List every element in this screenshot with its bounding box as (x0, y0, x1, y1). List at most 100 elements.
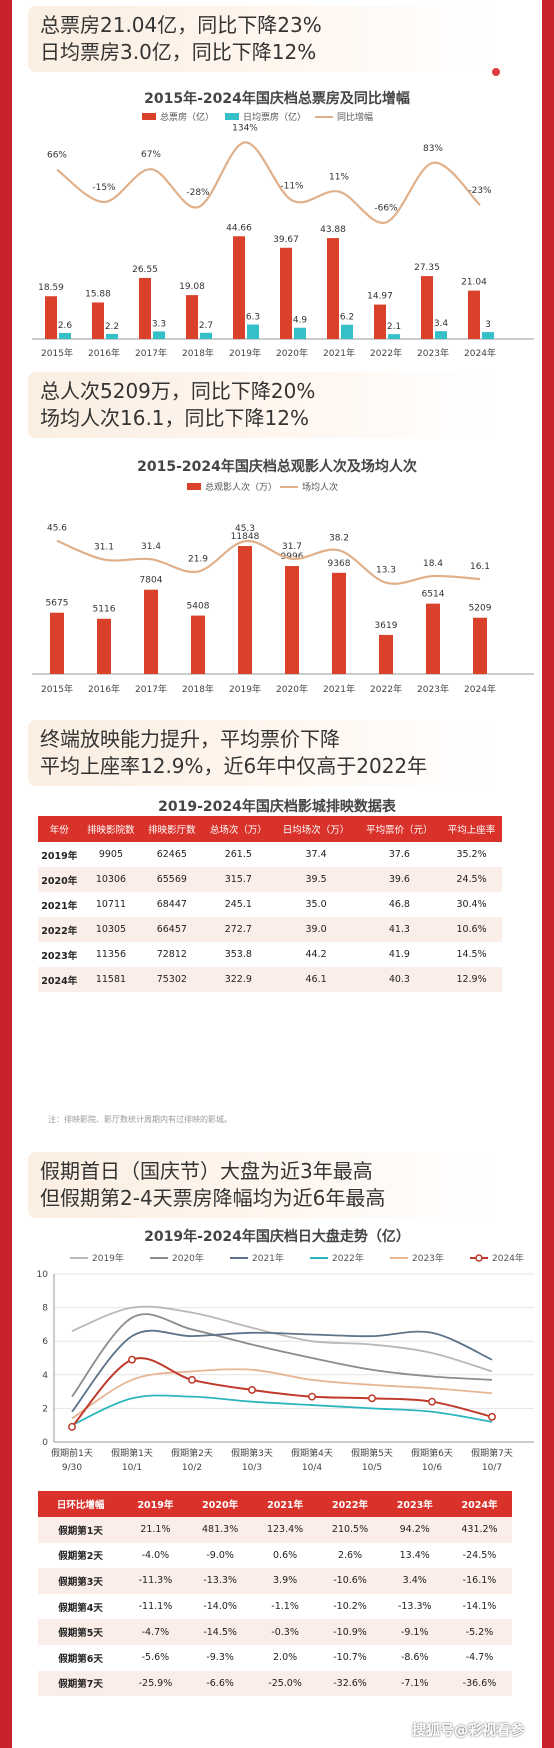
table-cell: -4.0% (141, 1549, 170, 1561)
x-tick-label: 2018年 (182, 347, 214, 359)
data-label-yoy: -23% (468, 186, 492, 196)
legend-label-series: 2024年 (492, 1252, 524, 1264)
table-cell: -6.6% (187, 1670, 253, 1697)
x-tick-date-label: 10/2 (182, 1463, 202, 1473)
table-cell: 13.4% (399, 1549, 430, 1561)
table-cell: 10711 (80, 892, 142, 917)
data-label-avg: 21.9 (188, 555, 208, 565)
table-note: 注：排映影院、影厅数统计周期内有过排映的影城。 (48, 1115, 232, 1124)
line-yoy (56, 141, 481, 224)
headline-line: 但假期第2-4天票房降幅均为近6年最高 (40, 1186, 386, 1210)
series-marker (368, 1394, 376, 1403)
table-cell: -9.0% (206, 1549, 234, 1561)
table-cell: 123.4% (252, 1517, 318, 1543)
table-cell: 94.2% (382, 1517, 447, 1543)
bar-daily (59, 333, 71, 339)
bar-daily (482, 332, 494, 339)
table-cell: 37.6 (357, 842, 442, 867)
x-tick-label: 假期前1天 (51, 1447, 93, 1459)
table-cell: 46.1 (274, 967, 358, 992)
x-tick-date-label: 10/1 (122, 1463, 142, 1473)
series-line (71, 1329, 493, 1413)
series-marker (428, 1397, 436, 1406)
left-red-frame (0, 0, 12, 1748)
table-title: 2019-2024年国庆档影城排映数据表 (158, 799, 396, 815)
table-cell: 2023年 (38, 942, 81, 967)
table-cell: 24.5% (441, 867, 502, 892)
x-tick-label: 假期第1天 (111, 1447, 153, 1459)
table-cell: -13.3% (187, 1568, 253, 1594)
x-tick-label: 2018年 (182, 683, 214, 695)
data-label-total: 19.08 (179, 282, 205, 292)
data-label-yoy: 83% (423, 144, 443, 154)
table-header-row: 年份 排映影院数 排映影厅数 总场次（万） 日均场次（万） 平均票价（元） 平均上座率 (38, 816, 502, 842)
data-label-daily: 6.3 (246, 313, 260, 323)
data-label-avg: 31.4 (141, 542, 161, 552)
table-cell: 9905 (80, 842, 142, 867)
table-header-cell: 排映影院数 (80, 816, 142, 842)
chart-title: 2015-2024年国庆档总观影人次及场均人次 (137, 459, 417, 475)
x-tick-label: 2016年 (88, 683, 120, 695)
x-tick-label: 假期第6天 (411, 1447, 453, 1459)
headline-line: 终端放映能力提升，平均票价下降 (40, 727, 340, 751)
table-cell: -25.0% (252, 1670, 318, 1697)
x-tick-date-label: 10/5 (362, 1463, 382, 1473)
y-tick-label: 10 (37, 1270, 49, 1280)
table-cell: 72812 (141, 942, 203, 967)
table-cell: 2.0% (273, 1652, 298, 1664)
x-tick-label: 2015年 (41, 683, 73, 695)
table-row: 假期第7天 -25.9% -6.6% -25.0% -32.6% -7.1% -36.6% (38, 1670, 512, 1697)
x-tick-label: 2020年 (276, 683, 308, 695)
bar-daily (200, 332, 212, 339)
table-cell: 21.1% (123, 1517, 188, 1543)
data-label-total: 21.04 (461, 278, 487, 288)
data-label-daily: 2.7 (199, 321, 213, 331)
table-header-cell: 平均上座率 (441, 816, 502, 842)
table-cell: 0.6% (273, 1549, 298, 1561)
bar-daily (388, 334, 400, 339)
bar-total (92, 302, 104, 339)
data-label-yoy: 67% (141, 150, 161, 160)
table-cell: -4.7% (123, 1619, 188, 1645)
table-cell: 3.4% (382, 1568, 447, 1594)
x-tick-label: 2017年 (135, 347, 167, 359)
data-label-daily: 2.1 (387, 322, 401, 332)
series-marker (308, 1392, 316, 1401)
line-avg-admissions (56, 539, 481, 585)
table-header-cell: 总场次（万） (202, 816, 275, 842)
bar-total (233, 236, 245, 339)
x-tick-label: 假期第7天 (471, 1447, 513, 1459)
bar-daily (341, 324, 353, 339)
data-label-avg: 31.7 (282, 542, 302, 552)
data-label-total: 27.35 (414, 263, 440, 273)
y-tick-label: 8 (42, 1304, 48, 1314)
data-label-avg: 18.4 (423, 559, 443, 569)
data-label-yoy: -28% (186, 188, 210, 198)
table-cell: -14.0% (203, 1601, 237, 1613)
table-cell: -11.3% (123, 1568, 188, 1594)
table-cell: 11581 (80, 967, 142, 992)
bar-total (327, 238, 339, 339)
bar-total (280, 247, 292, 339)
table-cell: 2.6% (337, 1549, 363, 1561)
table-cell: 12.9% (441, 967, 502, 992)
table-header-cell: 2020年 (187, 1491, 253, 1517)
data-label-admissions: 9368 (328, 559, 351, 569)
headline-line: 总人次5209万，同比下降20% (40, 379, 316, 403)
data-label-daily: 4.9 (293, 316, 308, 326)
table-cell: -10.7% (333, 1652, 367, 1664)
table-row: 假期第2天 -4.0% -9.0% 0.6% 2.6% 13.4% -24.5% (38, 1543, 512, 1569)
table-cell: 39.6 (357, 867, 442, 892)
data-label-yoy: -11% (280, 181, 304, 191)
bar-total (468, 290, 480, 339)
table-cell: 65569 (141, 867, 203, 892)
table-cell: -14.5% (187, 1619, 253, 1645)
admissions-chart: 总观影人次（万） 场均人次 5675 2015年 5116 2016年 7804 2017年 5… (32, 481, 534, 695)
x-tick-label: 2022年 (370, 347, 402, 359)
table-cell: 272.7 (202, 917, 275, 942)
table-header-cell: 日均场次（万） (274, 816, 358, 842)
table-cell: -10.6% (317, 1568, 383, 1594)
boxoffice-chart: 总票房（亿） 日均票房（亿） 同比增幅 18.59 2.6 2015年 15.88 2.2 20… (32, 111, 534, 359)
x-tick-label: 2024年 (464, 347, 496, 359)
x-tick-label: 假期第5天 (351, 1447, 393, 1459)
